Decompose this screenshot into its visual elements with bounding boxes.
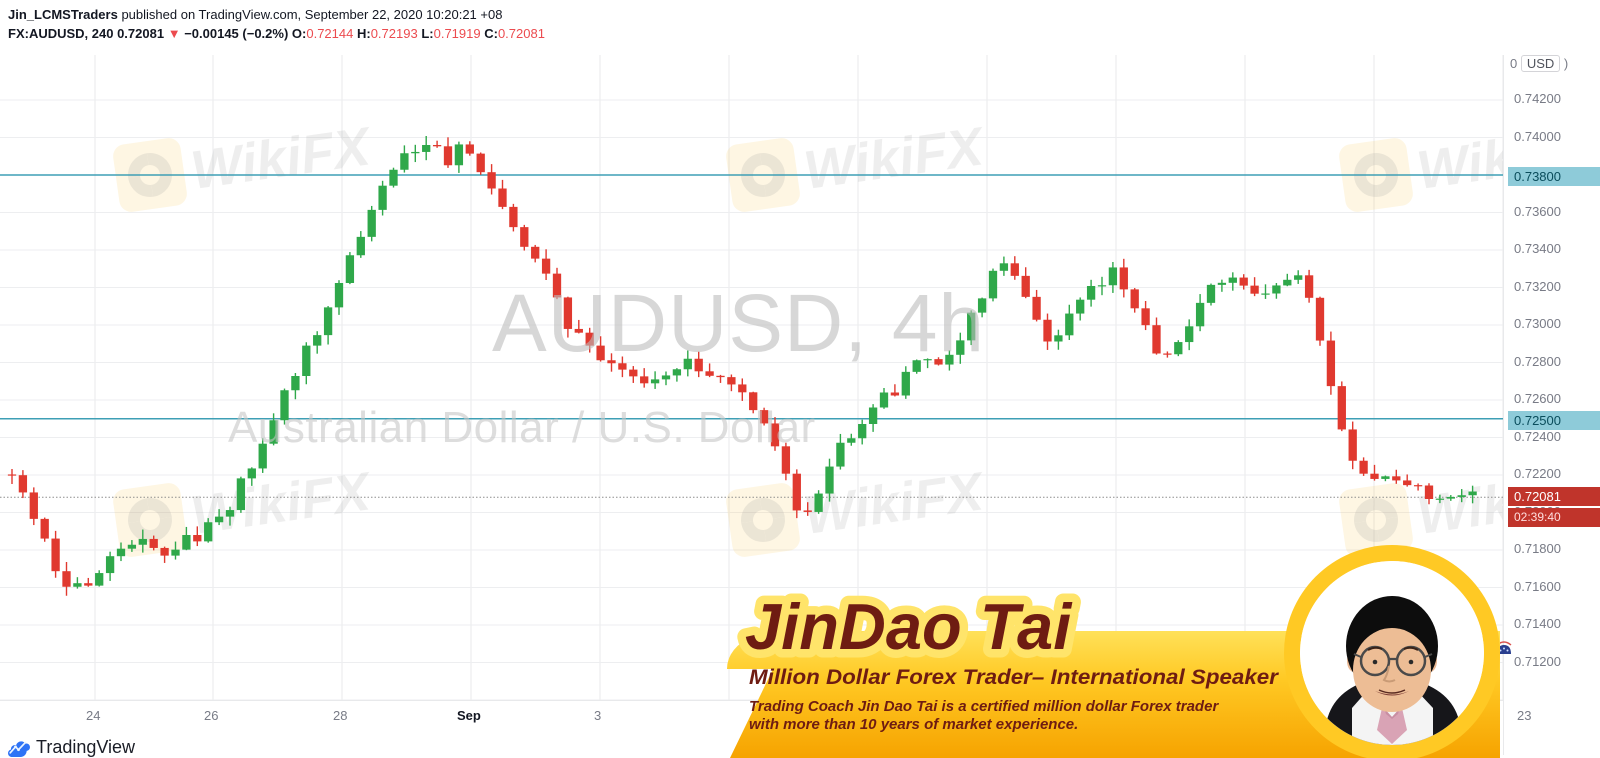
svg-text:JinDao Tai: JinDao Tai	[745, 590, 1073, 663]
